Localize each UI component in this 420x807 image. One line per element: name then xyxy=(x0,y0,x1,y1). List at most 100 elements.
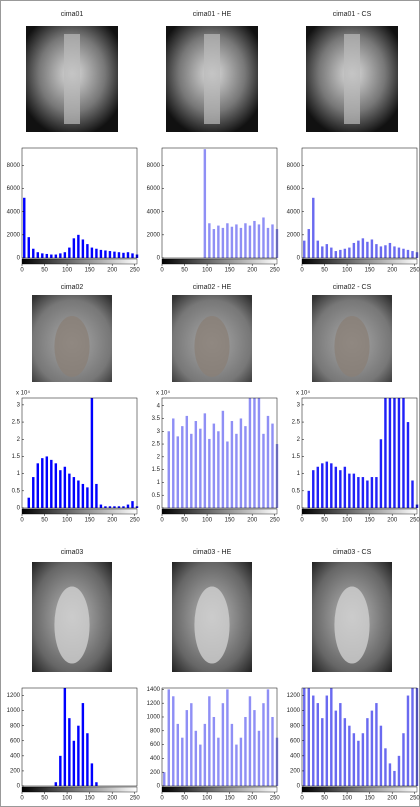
histogram-bar xyxy=(41,253,44,258)
image-title: cima02 - CS xyxy=(333,284,372,291)
x-tick-label: 200 xyxy=(387,796,398,802)
histogram-bar xyxy=(244,223,247,258)
histogram-bar xyxy=(406,422,410,508)
histogram-bar xyxy=(393,246,396,258)
histogram-bar xyxy=(375,477,378,508)
histogram-bar xyxy=(208,438,211,508)
x-tick-label: 250 xyxy=(130,268,141,274)
histogram-bar xyxy=(253,398,256,508)
y-tick-label: 4000 xyxy=(287,209,301,215)
plot-frame xyxy=(161,397,278,509)
histogram-bar xyxy=(99,504,103,508)
x-tick-label: 0 xyxy=(300,268,304,274)
x-tick-label: 50 xyxy=(181,518,188,524)
histogram-bar xyxy=(388,242,392,258)
x-tick-label: 150 xyxy=(85,518,96,524)
x-tick-label: 200 xyxy=(247,796,258,802)
histogram-bar xyxy=(393,770,396,786)
histogram-bar xyxy=(81,703,85,786)
image-subject xyxy=(194,316,230,377)
y-tick-label: 0 xyxy=(297,784,301,790)
histogram-bar xyxy=(131,253,134,258)
x-tick-label: 150 xyxy=(85,268,96,274)
histogram-bar xyxy=(352,733,356,786)
x-tick-label: 100 xyxy=(62,796,73,802)
image-subject xyxy=(334,586,370,664)
histogram-bar xyxy=(303,240,306,258)
histogram-bar xyxy=(167,431,170,508)
histogram-bar xyxy=(54,463,58,508)
histogram-bar xyxy=(226,223,229,258)
y-tick-label: 1 xyxy=(157,480,161,486)
x-tick-label: 100 xyxy=(342,268,353,274)
histogram-bar xyxy=(185,710,189,786)
histogram-bar xyxy=(316,240,320,258)
y-tick-label: 200 xyxy=(150,770,161,776)
histogram-bar xyxy=(221,227,225,258)
histogram-bar xyxy=(366,480,369,508)
y-tick-label: 2000 xyxy=(287,232,301,238)
histogram-bar xyxy=(99,249,103,258)
histogram-bar xyxy=(307,688,310,786)
histogram-bar xyxy=(343,718,347,786)
image-subject xyxy=(54,586,90,664)
histogram-bar xyxy=(411,688,414,786)
histogram-bar xyxy=(397,247,401,258)
y-tick-label: 1000 xyxy=(7,708,21,714)
histogram-bar xyxy=(86,487,89,508)
y-multiplier: x 10⁴ xyxy=(296,390,310,397)
histogram-bar xyxy=(357,240,360,258)
x-tick-label: 200 xyxy=(107,518,118,524)
histogram-bar xyxy=(190,703,193,786)
y-tick-label: 200 xyxy=(10,769,21,775)
histogram-bar xyxy=(339,470,342,508)
y-tick-label: 2 xyxy=(17,437,21,443)
x-tick-label: 150 xyxy=(225,268,236,274)
x-tick-label: 0 xyxy=(20,268,24,274)
y-tick-label: 0 xyxy=(157,506,161,512)
histogram-bar xyxy=(312,695,315,786)
gray-colorbar xyxy=(301,258,418,265)
x-tick-label: 200 xyxy=(387,518,398,524)
x-tick-label: 250 xyxy=(410,518,420,524)
y-tick-label: 2000 xyxy=(147,232,161,238)
x-tick-label: 0 xyxy=(300,796,304,802)
histogram-bar xyxy=(361,238,365,258)
histogram-bar xyxy=(230,421,234,508)
histogram-bar xyxy=(194,421,198,508)
image-title: cima03 - CS xyxy=(333,549,372,556)
histogram-bar xyxy=(172,696,175,786)
y-tick-label: 2.5 xyxy=(12,420,21,426)
x-tick-label: 0 xyxy=(160,518,164,524)
y-tick-label: 0 xyxy=(297,256,301,262)
plot-frame xyxy=(21,687,138,787)
histogram-bar xyxy=(68,718,71,786)
y-tick-label: 0.5 xyxy=(292,488,301,494)
histogram-bar xyxy=(68,247,71,258)
histogram-bar xyxy=(239,737,243,786)
y-tick-label: 2.5 xyxy=(152,442,161,448)
y-tick-label: 1200 xyxy=(287,693,301,699)
x-tick-label: 200 xyxy=(247,268,258,274)
histogram-bar xyxy=(122,506,125,508)
histogram-bar xyxy=(36,252,40,258)
histogram-bar xyxy=(248,225,252,258)
histogram-bar xyxy=(357,740,360,786)
y-tick-label: 6000 xyxy=(7,186,21,192)
histogram-bar xyxy=(221,703,225,786)
histogram-bar xyxy=(27,497,30,508)
histogram-bar xyxy=(262,217,265,258)
histogram-bar xyxy=(316,466,320,508)
histogram-bar xyxy=(59,470,62,508)
y-tick-label: 0 xyxy=(297,506,301,512)
image-title: cima02 xyxy=(61,284,84,291)
x-tick-label: 200 xyxy=(387,268,398,274)
histogram-bar xyxy=(90,763,94,786)
histogram-bar xyxy=(411,251,414,258)
histogram-bar xyxy=(303,688,306,786)
x-tick-label: 100 xyxy=(342,518,353,524)
y-tick-label: 1200 xyxy=(147,701,161,707)
histogram-bar xyxy=(226,441,229,508)
gray-colorbar xyxy=(161,258,278,265)
x-tick-label: 100 xyxy=(202,796,213,802)
